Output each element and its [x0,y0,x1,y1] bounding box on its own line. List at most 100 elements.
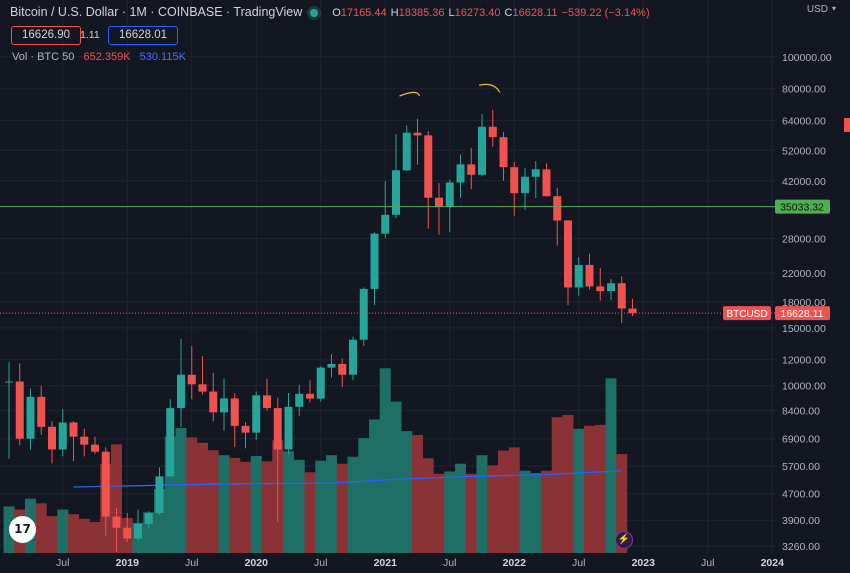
volume-bar [541,470,552,553]
volume-bar [175,428,187,553]
candle-body [134,523,142,539]
lightning-icon[interactable]: ⚡ [615,531,633,549]
candle-body [499,137,508,168]
volume-bar [422,458,434,553]
candlestick-series [5,109,637,553]
candle-body [488,126,497,138]
volume-bar [111,444,122,553]
candle-body [585,264,594,287]
candle-body [510,167,519,194]
candle-body [177,374,185,409]
volume-bar [519,470,531,553]
y-tick-label: 42000.00 [782,176,826,188]
volume-bar [293,459,305,553]
volume-bar [530,473,542,553]
x-tick-label: Jul [443,557,456,569]
edge-marker [844,118,850,132]
open-value: 17165.44 [340,7,387,19]
chart-header: Bitcoin / U.S. Dollar · 1M · COINBASE · … [10,5,654,19]
volume-bar [154,488,165,553]
volume-bar [218,455,230,553]
candle-body [617,283,626,309]
price-axis[interactable]: 100000.00 80000.00 64000.00 52000.00 42000.0… [782,52,850,553]
x-tick-label: 2021 [374,557,398,569]
volume-ma-value: 530.115K [139,51,186,63]
candle-body [101,451,110,517]
x-tick-label: Jul [185,557,198,569]
candle-body [316,367,325,399]
volume-bar [551,417,563,553]
high-label: H [390,7,399,19]
volume-label: Vol · BTC [12,51,60,63]
volume-value: 652.359K [83,51,131,63]
y-tick-label: 10000.00 [782,381,826,393]
candle-body [467,164,476,175]
candle-body [564,220,572,288]
last-price-label-bg [775,306,830,321]
low-value: 16273.40 [454,7,501,19]
volume-bar [444,471,456,553]
x-tick-label: Jul [56,557,69,569]
candle-body [478,126,486,175]
y-tick-label: 12000.00 [782,355,826,367]
candle-body [381,214,390,234]
currency-selector[interactable]: USD [806,4,828,15]
volume-bar [240,461,251,553]
high-value: 18385.36 [398,7,445,19]
volume-bar [46,516,58,553]
candle-body [220,398,228,413]
x-tick-label: 2023 [632,557,656,569]
y-tick-label: 8400.00 [782,406,820,418]
candle-body [542,169,551,197]
candle-body [26,396,35,439]
volume-ma-polyline [73,470,622,488]
volume-bar [358,438,370,553]
candle-body [553,196,562,221]
candle-body [392,170,400,215]
caret-down-icon[interactable]: ▾ [831,4,836,13]
volume-bar [369,419,380,553]
candle-body [230,398,239,426]
last-price-label: 16628.11 [780,308,823,320]
buy-button[interactable]: 16628.01 [108,26,178,45]
close-label: C [504,7,513,19]
candle-body [445,182,454,207]
y-tick-label: 15000.00 [782,323,826,335]
x-tick-label: Jul [701,557,714,569]
horizontal-line[interactable]: 35033.32 [0,199,830,214]
volume-bar [465,473,477,553]
x-tick-label: 2020 [245,557,269,569]
volume-bar [379,368,391,553]
sell-button[interactable]: 16626.90 [11,26,81,45]
candle-body [69,422,78,437]
candle-body [370,233,379,289]
candle-body [273,408,282,450]
symbol-label: BTCUSD [726,309,767,320]
volume-bar [347,456,359,553]
close-value: 16628.11 [512,7,558,19]
volume-bar [197,442,208,553]
volume-bar [336,463,348,553]
annotation-arc [478,83,501,93]
volume-bar [164,436,176,553]
market-status-icon[interactable] [310,8,319,17]
volume-bar [433,473,445,553]
candle-body [284,406,293,450]
candle-body [456,164,465,183]
volume-bar [573,428,585,553]
candle-body [607,283,615,292]
volume-legend[interactable]: Vol · BTC 50 652.359K 530.115K [12,51,186,63]
symbol-title[interactable]: Bitcoin / U.S. Dollar · 1M · COINBASE · … [10,5,303,19]
candle-body [37,396,46,427]
volume-bar [250,455,262,553]
tradingview-logo-icon[interactable]: 17 [9,516,36,543]
candle-body [80,436,89,445]
volume-bar [401,431,413,553]
time-axis[interactable]: Jul 2019 Jul 2020 Jul 2021 Jul 2022 Jul 2023 Jul 20… [56,557,784,569]
candle-body [327,363,336,368]
y-tick-label: 80000.00 [782,84,826,96]
candle-body [596,286,605,292]
volume-bar [229,457,241,553]
y-tick-label: 18000.00 [782,297,826,309]
